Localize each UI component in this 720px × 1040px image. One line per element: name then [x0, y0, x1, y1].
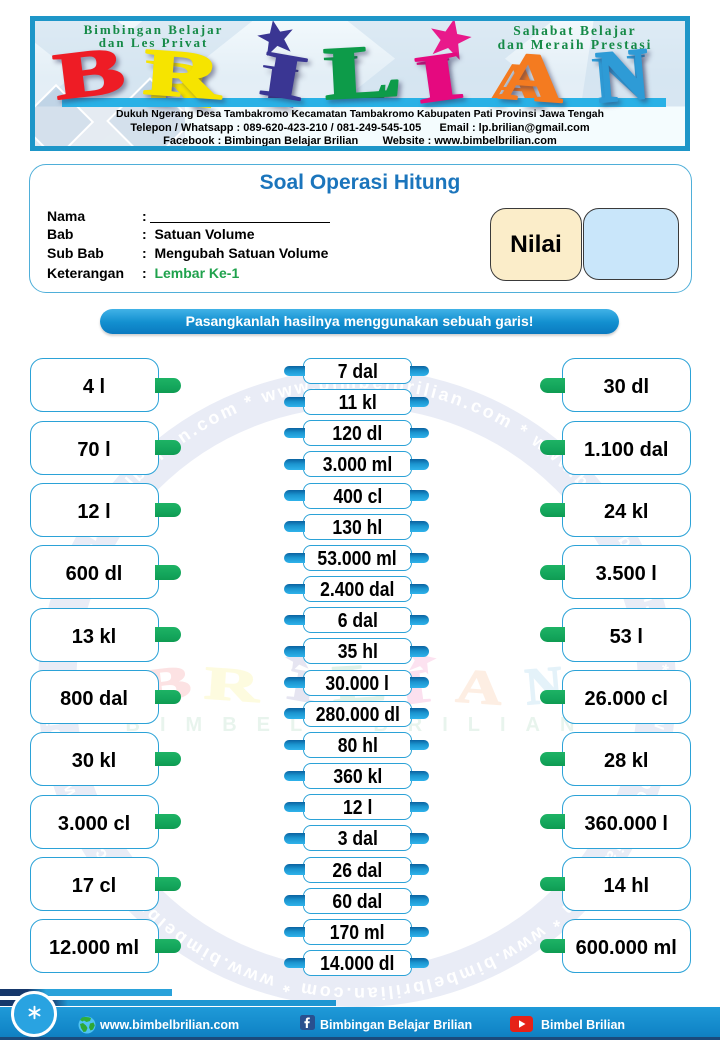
svg-text:I: I [254, 37, 313, 115]
svg-text:N: N [593, 32, 652, 118]
svg-text:I: I [409, 37, 468, 118]
svg-text:A: A [497, 38, 567, 117]
svg-text:R: R [141, 35, 225, 114]
svg-text:N: N [523, 656, 565, 717]
svg-text:B: B [50, 32, 128, 113]
svg-text:A: A [454, 660, 504, 716]
svg-text:L: L [322, 29, 404, 116]
svg-text:R: R [203, 657, 263, 713]
